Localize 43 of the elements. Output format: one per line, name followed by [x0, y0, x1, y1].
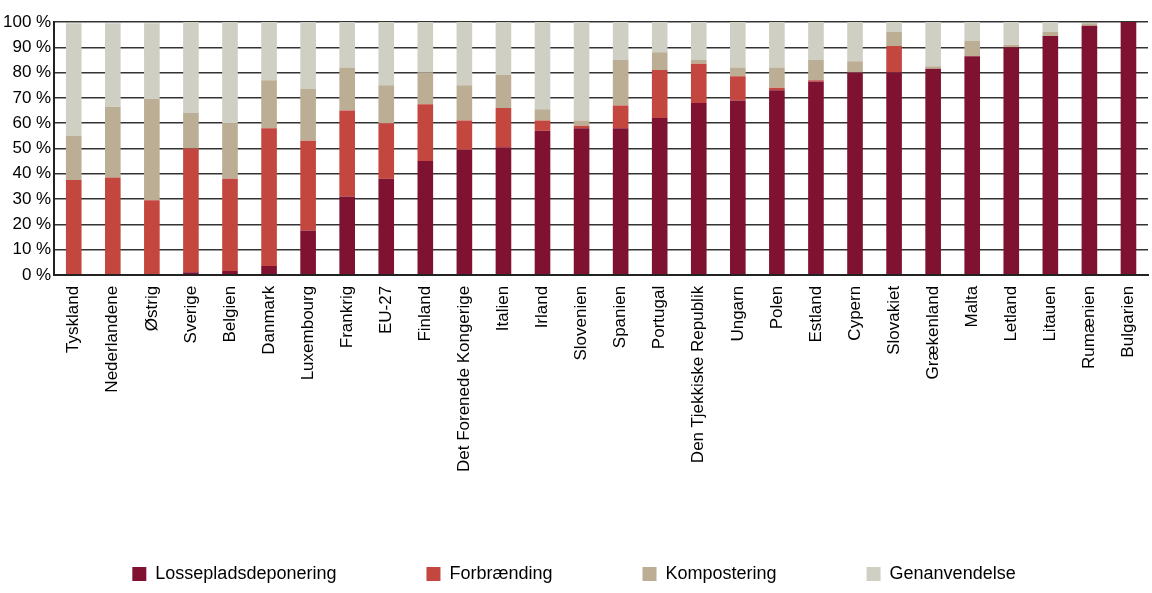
x-tick-label: Spanien — [610, 285, 630, 349]
x-tick-label: Letland — [1000, 285, 1020, 342]
y-tick-label: 50 % — [12, 138, 52, 158]
y-tick-label: 0 % — [21, 264, 52, 284]
x-tick-label: Polen — [766, 285, 786, 330]
x-tick-label: Portugal — [649, 285, 669, 350]
y-tick-label: 60 % — [12, 112, 52, 132]
legend-label: Genanvendelse — [889, 562, 1016, 583]
y-tick-label: 100 % — [3, 11, 52, 31]
legend-label: Kompostering — [665, 562, 777, 583]
x-tick-label: Den Tjekkiske Republik — [688, 285, 708, 464]
y-tick-label: 80 % — [12, 62, 52, 82]
y-tick-label: 40 % — [12, 163, 52, 183]
x-tick-label: Slovakiet — [883, 285, 903, 355]
x-tick-label: Østrig — [141, 285, 161, 332]
x-tick-label: Irland — [532, 285, 552, 329]
x-tick-label: Italien — [493, 285, 513, 332]
x-tick-label: Estland — [805, 285, 825, 343]
x-tick-label: Sverige — [180, 285, 200, 344]
x-tick-label: Ungarn — [727, 285, 747, 342]
x-tick-label: Slovenien — [571, 285, 591, 361]
x-tick-label: Det Forenede Kongerige — [454, 285, 474, 473]
x-tick-label: Nederlandene — [102, 285, 122, 393]
y-tick-label: 70 % — [12, 87, 52, 107]
y-tick-label: 20 % — [12, 213, 52, 233]
y-tick-label: 90 % — [12, 36, 52, 56]
x-tick-label: Bulgarien — [1118, 285, 1138, 358]
x-tick-label: Luxembourg — [297, 285, 317, 381]
x-tick-label: Belgien — [219, 285, 239, 343]
x-tick-label: Finland — [415, 285, 434, 342]
legend-label: Lossepladsdeponering — [155, 562, 337, 583]
y-tick-label: 30 % — [12, 188, 52, 208]
x-tick-label: Grækenland — [922, 285, 942, 380]
y-tick-label: 10 % — [12, 239, 52, 259]
x-tick-label: Rumænien — [1079, 285, 1099, 369]
x-tick-label: Danmark — [258, 285, 278, 355]
x-tick-label: Malta — [961, 285, 981, 328]
legend-label: Forbrænding — [449, 562, 553, 583]
x-tick-label: Frankrig — [336, 285, 356, 349]
x-tick-label: Tyskland — [63, 285, 83, 353]
x-tick-label: EU-27 — [375, 285, 395, 335]
x-tick-label: Cypern — [844, 285, 864, 341]
x-tick-label: Litauen — [1040, 285, 1060, 342]
